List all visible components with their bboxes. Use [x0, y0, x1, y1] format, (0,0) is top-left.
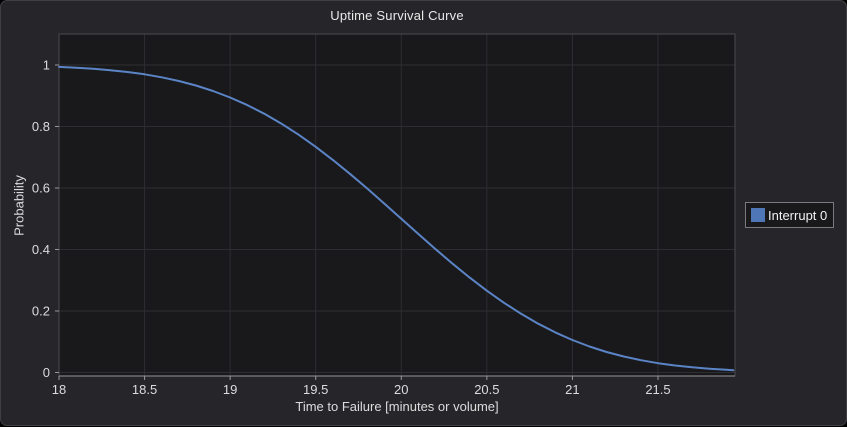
y-tick-label: 0.2 — [32, 304, 50, 319]
x-tick-label: 18 — [52, 382, 66, 397]
x-tick-label: 20.5 — [474, 382, 499, 397]
x-tick-label: 19 — [223, 382, 237, 397]
y-axis-label: Probability — [11, 175, 27, 236]
y-tick-label: 1 — [43, 58, 50, 73]
chart-title: Uptime Survival Curve — [330, 8, 464, 23]
legend-label: Interrupt 0 — [768, 207, 828, 223]
survival-curve-line — [58, 65, 735, 372]
x-tick-label: 21.5 — [645, 382, 670, 397]
x-tick-label: 19.5 — [303, 382, 328, 397]
x-tick-label: 20 — [394, 382, 408, 397]
legend-swatch — [751, 208, 765, 222]
x-axis-label: Time to Failure [minutes or volume] — [295, 399, 499, 414]
y-tick-label: 0.8 — [32, 119, 50, 134]
legend-item-interrupt-0[interactable]: Interrupt 0 — [745, 202, 835, 228]
x-tick-label: 18.5 — [132, 382, 157, 397]
x-tick-label: 21 — [565, 382, 579, 397]
y-tick-label: 0.4 — [32, 242, 50, 257]
plot-background — [59, 34, 735, 376]
y-tick-label: 0.6 — [32, 181, 50, 196]
y-tick-label: 0 — [43, 365, 50, 380]
